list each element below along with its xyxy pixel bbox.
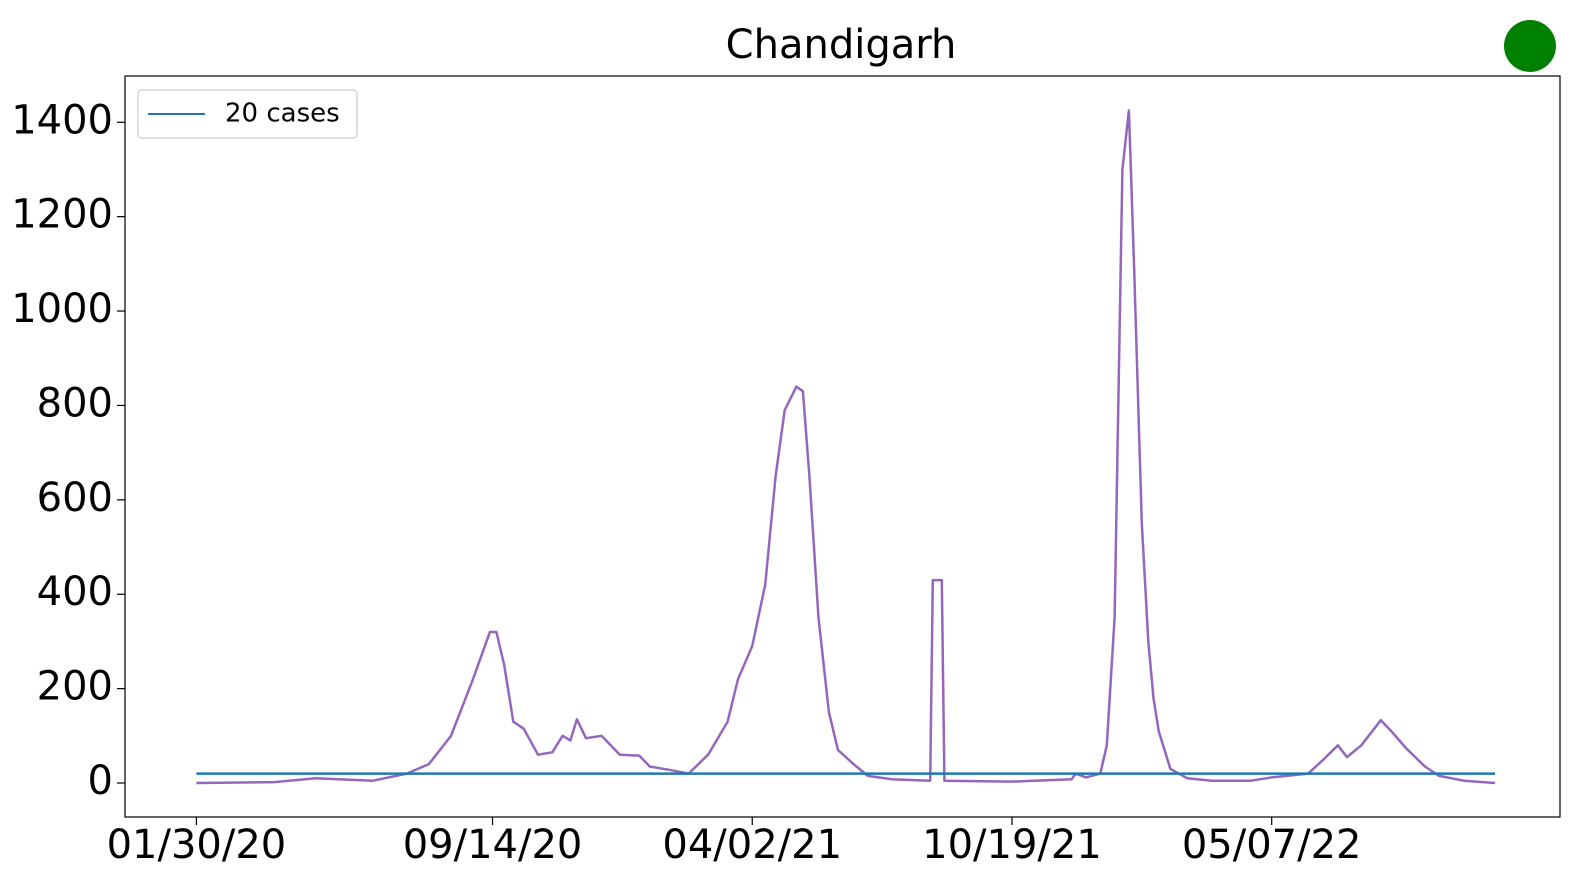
legend-label: 20 cases (225, 99, 340, 129)
y-tick-label: 1400 (11, 97, 113, 143)
x-tick-label: 09/14/20 (403, 822, 583, 868)
plot-frame (124, 75, 1561, 818)
series-line (196, 109, 1496, 785)
y-tick-label: 200 (37, 664, 113, 710)
x-tick-label: 01/30/20 (107, 822, 287, 868)
chart-title: Chandigarh (726, 22, 957, 68)
y-tick-label: 800 (37, 380, 113, 426)
legend-box (137, 89, 358, 139)
y-tick-label: 1200 (11, 192, 113, 238)
y-tick-label: 400 (37, 569, 113, 615)
x-tick-label: 04/02/21 (662, 822, 842, 868)
x-tick-label: 10/19/21 (922, 822, 1102, 868)
y-tick-label: 0 (88, 758, 113, 804)
y-tick-label: 1000 (11, 286, 113, 332)
status-indicator (1504, 20, 1556, 72)
x-tick-label: 05/07/22 (1182, 822, 1362, 868)
y-tick-label: 600 (37, 475, 113, 521)
